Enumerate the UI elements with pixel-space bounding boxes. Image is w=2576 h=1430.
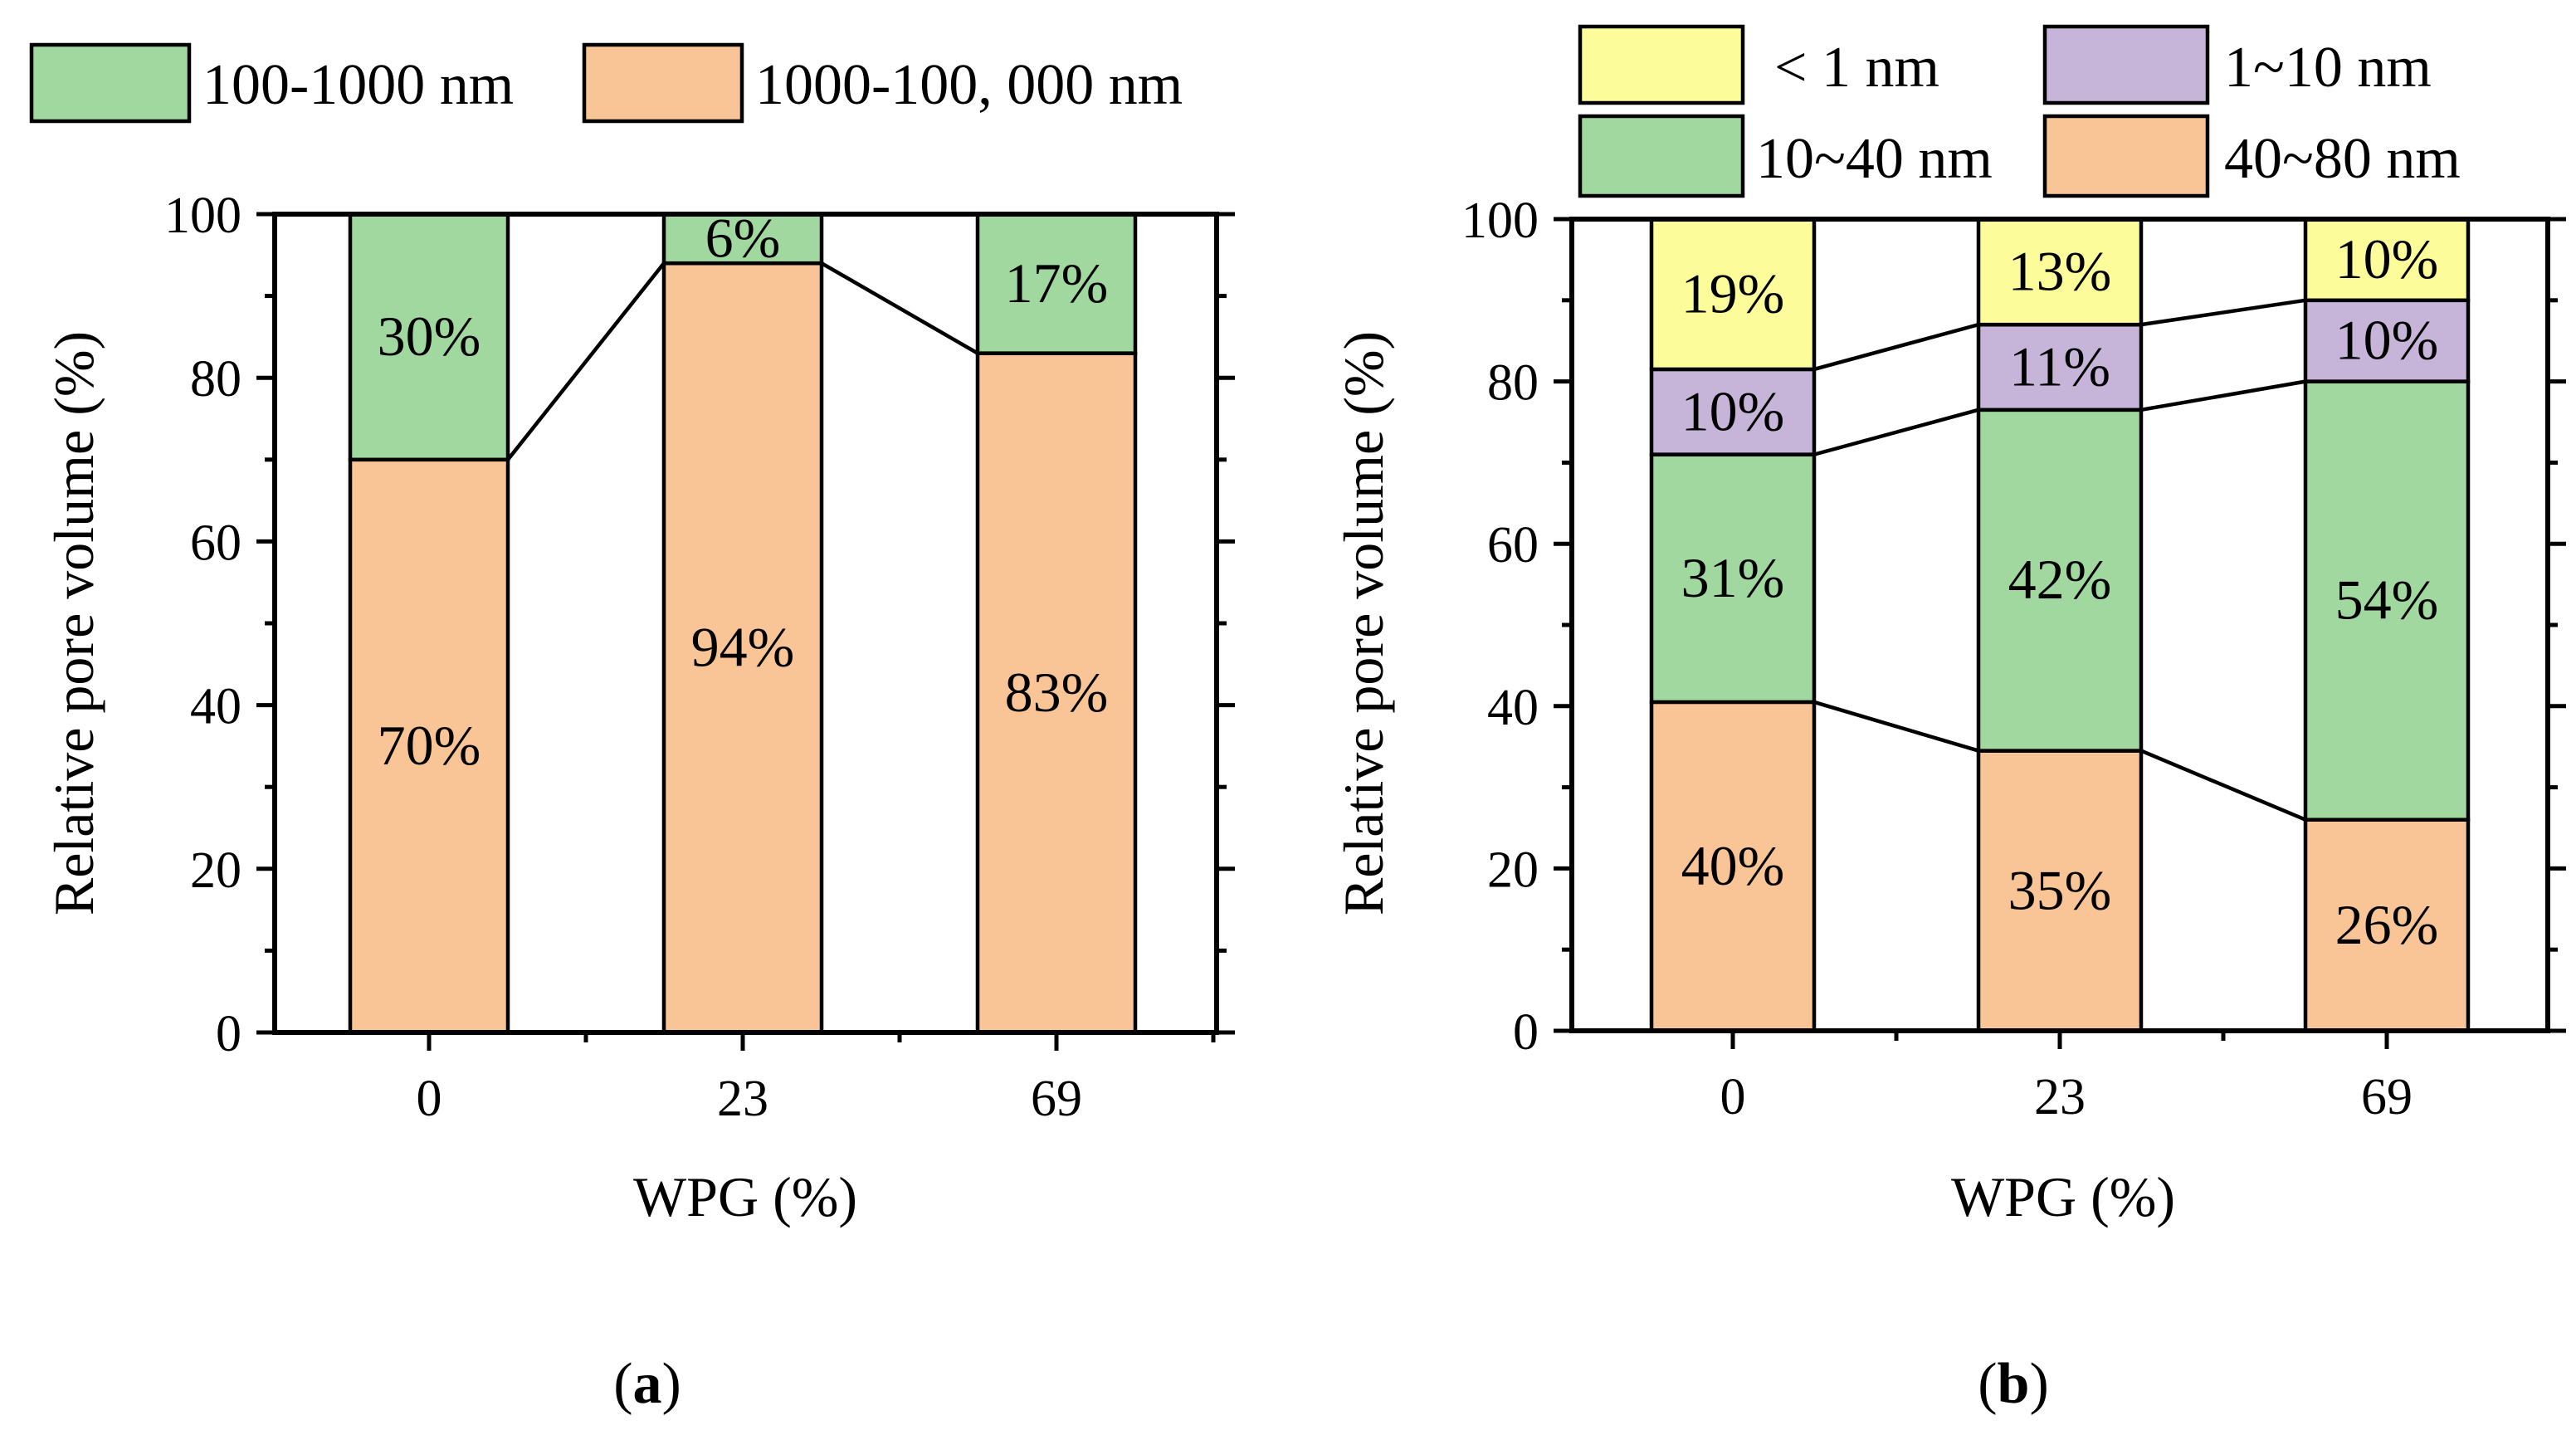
- bar-a-1-1: [661, 212, 824, 266]
- bar-label-a-1-1: 6%: [705, 207, 781, 270]
- bar-label-b-2-1: 54%: [2335, 569, 2439, 632]
- bar-b-2-3: [2303, 217, 2471, 303]
- legend-label-b-0: < 1 nm: [1774, 36, 1939, 100]
- panel-a: 100-1000 nm 1000-100, 000 nm 70% 30% 94% 6%…: [29, 42, 1235, 1416]
- y-tick-label-a-40: 40: [190, 679, 242, 735]
- bar-b-2-2: [2303, 298, 2471, 383]
- panel-b: < 1 nm 1~10 nm 10~40 nm 40~80 nm 40% 31% 1…: [1332, 24, 2566, 1416]
- y-tick-label-b-0: 0: [1513, 1004, 1539, 1061]
- legend-a: 100-1000 nm 1000-100, 000 nm: [29, 42, 1183, 124]
- legend-label-b-2: 10~40 nm: [1756, 127, 1993, 191]
- legend-label-b-3: 40~80 nm: [2224, 127, 2461, 191]
- bar-label-a-1-0: 94%: [691, 616, 795, 679]
- bar-b-1-3: [1976, 217, 2144, 327]
- bar-label-b-0-1: 31%: [1681, 546, 1785, 609]
- panel-letter-b: b: [1998, 1352, 2030, 1416]
- bar-b-0-1: [1649, 452, 1817, 705]
- bar-label-b-1-2: 11%: [2009, 334, 2110, 398]
- legend-swatch-a-0: [29, 42, 192, 124]
- panel-letter-a: a: [633, 1352, 662, 1416]
- bar-label-a-0-1: 30%: [378, 305, 481, 368]
- legend-swatch-a-1: [582, 42, 744, 124]
- bar-a-0-1: [348, 212, 510, 462]
- bar-label-a-2-0: 83%: [1005, 661, 1109, 724]
- bar-label-b-0-2: 10%: [1681, 379, 1785, 442]
- x-tick-label-b-0: 0: [1720, 1069, 1746, 1125]
- bar-b-1-1: [1976, 408, 2144, 753]
- y-axis-label-a: Relative pore volume (%): [42, 331, 105, 915]
- bar-b-1-2: [1976, 322, 2144, 412]
- x-tick-label-a-0: 0: [417, 1071, 442, 1127]
- x-axis-label-a: WPG (%): [633, 1165, 857, 1228]
- legend-swatch-b-2: [1578, 114, 1745, 198]
- bar-label-b-1-0: 35%: [2008, 858, 2112, 921]
- bar-a-2-1: [975, 212, 1138, 355]
- bar-label-b-1-1: 42%: [2008, 548, 2112, 611]
- y-tick-label-b-20: 20: [1487, 842, 1539, 898]
- legend-label-a-0: 100-1000 nm: [202, 53, 514, 117]
- legend-swatch-b-1: [2042, 24, 2210, 105]
- legend-label-a-1: 1000-100, 000 nm: [755, 53, 1183, 117]
- bar-b-1-0: [1976, 749, 2144, 1033]
- y-tick-label-a-60: 60: [190, 515, 242, 571]
- bar-label-a-2-1: 17%: [1005, 251, 1109, 315]
- x-axis-label-b: WPG (%): [1951, 1165, 2175, 1228]
- y-tick-label-b-40: 40: [1487, 680, 1539, 736]
- x-tick-label-b-2: 69: [2361, 1069, 2413, 1125]
- x-tick-label-a-2: 69: [1031, 1071, 1082, 1127]
- y-tick-label-b-100: 100: [1461, 193, 1539, 249]
- y-tick-label-b-60: 60: [1487, 517, 1539, 573]
- y-tick-label-a-80: 80: [190, 351, 242, 408]
- bar-label-b-0-0: 40%: [1681, 834, 1785, 897]
- bar-a-0-0: [348, 457, 510, 1035]
- bar-label-b-0-3: 19%: [1681, 261, 1785, 325]
- y-tick-label-a-20: 20: [190, 842, 242, 899]
- bar-label-b-2-2: 10%: [2335, 309, 2439, 372]
- legend-swatch-b-3: [2042, 114, 2210, 198]
- bar-label-b-1-3: 13%: [2008, 240, 2112, 303]
- legend-swatch-b-0: [1578, 24, 1745, 105]
- plot-a: 70% 30% 94% 6% 83% 17% 0 20 40 60 80 100 0 23 69: [164, 188, 1235, 1127]
- bar-b-2-1: [2303, 379, 2471, 822]
- bar-b-0-0: [1649, 700, 1817, 1033]
- bar-label-b-2-3: 10%: [2335, 227, 2439, 290]
- x-tick-label-b-1: 23: [2034, 1069, 2086, 1125]
- x-tick-label-a-1: 23: [717, 1071, 768, 1127]
- legend-b: < 1 nm 1~10 nm 10~40 nm 40~80 nm: [1578, 24, 2461, 198]
- bar-label-b-2-0: 26%: [2335, 893, 2439, 956]
- y-tick-label-b-80: 80: [1487, 355, 1539, 412]
- plot-b: 40% 31% 10% 19% 35% 42% 11% 13% 26% 54% 10% 10% 0 20…: [1461, 193, 2566, 1125]
- bar-b-0-3: [1649, 217, 1817, 372]
- y-tick-label-a-0: 0: [216, 1006, 242, 1062]
- y-axis-label-b: Relative pore volume (%): [1332, 331, 1395, 915]
- y-tick-label-a-100: 100: [164, 188, 242, 244]
- bar-b-2-0: [2303, 817, 2471, 1033]
- legend-label-b-1: 1~10 nm: [2224, 36, 2432, 100]
- panel-label-a: (a): [613, 1352, 681, 1416]
- bar-b-0-2: [1649, 367, 1817, 456]
- bar-label-a-0-0: 70%: [378, 714, 481, 777]
- panel-label-b: (b): [1978, 1352, 2049, 1416]
